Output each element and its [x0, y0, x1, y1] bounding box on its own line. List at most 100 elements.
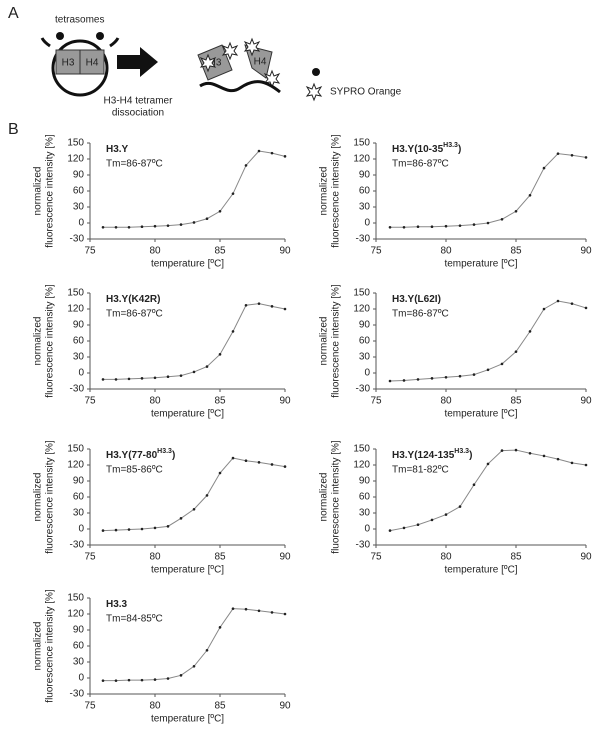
x-tick-label: 85: [214, 396, 226, 407]
data-point: [542, 454, 546, 458]
x-tick-label: 75: [84, 396, 96, 407]
panel-label: B: [8, 121, 19, 138]
data-point: [140, 527, 144, 531]
data-point: [444, 224, 448, 228]
y-tick-label: 30: [359, 352, 371, 363]
data-point: [430, 225, 434, 229]
x-axis-label: temperature [ºC]: [444, 259, 517, 270]
title-text: H3.Y(L62I): [392, 294, 441, 305]
x-axis-label: temperature [ºC]: [444, 409, 517, 420]
data-point: [486, 368, 490, 372]
data-point: [486, 462, 490, 466]
chart-subtitle: Tm=86-87ºC: [106, 159, 163, 170]
y-tick-label: 60: [73, 186, 85, 197]
y-tick-label: 0: [364, 524, 370, 535]
h3-box: [55, 49, 81, 75]
data-point: [458, 224, 462, 227]
x-axis-label: temperature [ºC]: [151, 259, 224, 270]
data-point: [472, 223, 476, 226]
y-tick-label: 150: [353, 288, 370, 299]
data-point: [231, 330, 235, 333]
title-text: H3.Y: [106, 144, 129, 155]
data-point: [140, 377, 144, 380]
chart-title: H3.Y(L62I): [392, 294, 441, 305]
data-point: [127, 528, 131, 531]
data-point: [458, 374, 462, 378]
y-tick-label: 30: [359, 508, 371, 519]
x-tick-label: 80: [149, 246, 161, 257]
y-tick-label: 90: [73, 625, 85, 636]
y-tick-label: -30: [70, 540, 85, 551]
y-axis-label: normalized: [33, 622, 44, 671]
y-tick-label: -30: [70, 384, 85, 395]
x-axis-label: temperature [ºC]: [151, 565, 224, 576]
y-tick-label: 60: [73, 492, 85, 503]
data-point: [179, 674, 183, 677]
y-axis-label: normalized: [319, 473, 330, 522]
data-point: [205, 365, 209, 368]
free-h3-label: H3: [209, 58, 222, 69]
data-point: [388, 379, 392, 383]
x-tick-label: 90: [580, 246, 592, 257]
chart-subtitle: Tm=81-82ºC: [392, 465, 449, 476]
dye-dot: [56, 32, 64, 40]
y-tick-label: 0: [364, 218, 370, 229]
chart-subtitle: Tm=84-85ºC: [106, 614, 163, 625]
x-tick-label: 90: [279, 396, 291, 407]
data-point: [231, 456, 235, 460]
x-tick-label: 90: [580, 552, 592, 563]
x-tick-label: 90: [580, 396, 592, 407]
x-tick-label: 75: [370, 552, 382, 563]
chart-title: H3.Y: [106, 144, 129, 155]
data-point: [257, 461, 261, 464]
x-axis-label: temperature [ºC]: [444, 565, 517, 576]
data-point: [416, 523, 420, 527]
y-tick-label: 120: [67, 460, 84, 471]
data-point: [556, 457, 560, 461]
y-tick-label: 0: [364, 368, 370, 379]
data-point: [283, 307, 287, 311]
legend-dot: [312, 68, 320, 76]
x-tick-label: 80: [149, 396, 161, 407]
data-point: [584, 156, 588, 159]
y-tick-label: 150: [67, 288, 84, 299]
y-tick-label: 150: [67, 593, 84, 604]
data-point: [192, 221, 196, 224]
chart-title: H3.Y(10-35H3.3): [392, 142, 461, 154]
y-tick-label: 90: [73, 320, 85, 331]
data-point: [388, 225, 392, 229]
data-point: [472, 373, 476, 376]
data-point: [514, 209, 518, 213]
y-axis-label: fluorescence intensity [%]: [331, 284, 342, 398]
y-tick-label: 0: [78, 218, 84, 229]
h3-label: H3: [62, 58, 75, 69]
data-point: [458, 505, 462, 508]
y-tick-label: 90: [359, 320, 371, 331]
data-point: [218, 209, 222, 213]
data-point: [257, 609, 261, 613]
y-tick-label: 150: [67, 444, 84, 455]
x-tick-label: 80: [440, 552, 452, 563]
y-axis-label: normalized: [319, 167, 330, 216]
h4-label: H4: [86, 58, 99, 69]
x-tick-label: 85: [510, 552, 522, 563]
data-point: [153, 376, 157, 380]
title-text: H3.3: [106, 599, 128, 610]
data-point: [570, 461, 574, 465]
dye-label: SYPRO Orange: [330, 87, 402, 98]
data-point: [444, 513, 448, 516]
y-tick-label: 30: [73, 657, 85, 668]
data-point: [101, 225, 105, 229]
chart-subtitle: Tm=86-87ºC: [392, 309, 449, 320]
data-point: [283, 155, 287, 158]
y-tick-label: -30: [356, 540, 371, 551]
x-tick-label: 75: [370, 246, 382, 257]
dna-wrap: [51, 39, 109, 97]
data-point: [514, 350, 518, 353]
h4-box: [79, 49, 105, 75]
data-point: [244, 459, 248, 463]
chart-subtitle: Tm=86-87ºC: [392, 159, 449, 170]
y-tick-label: 60: [359, 492, 371, 503]
dye-stars: [199, 37, 323, 102]
y-tick-label: 120: [353, 460, 370, 471]
